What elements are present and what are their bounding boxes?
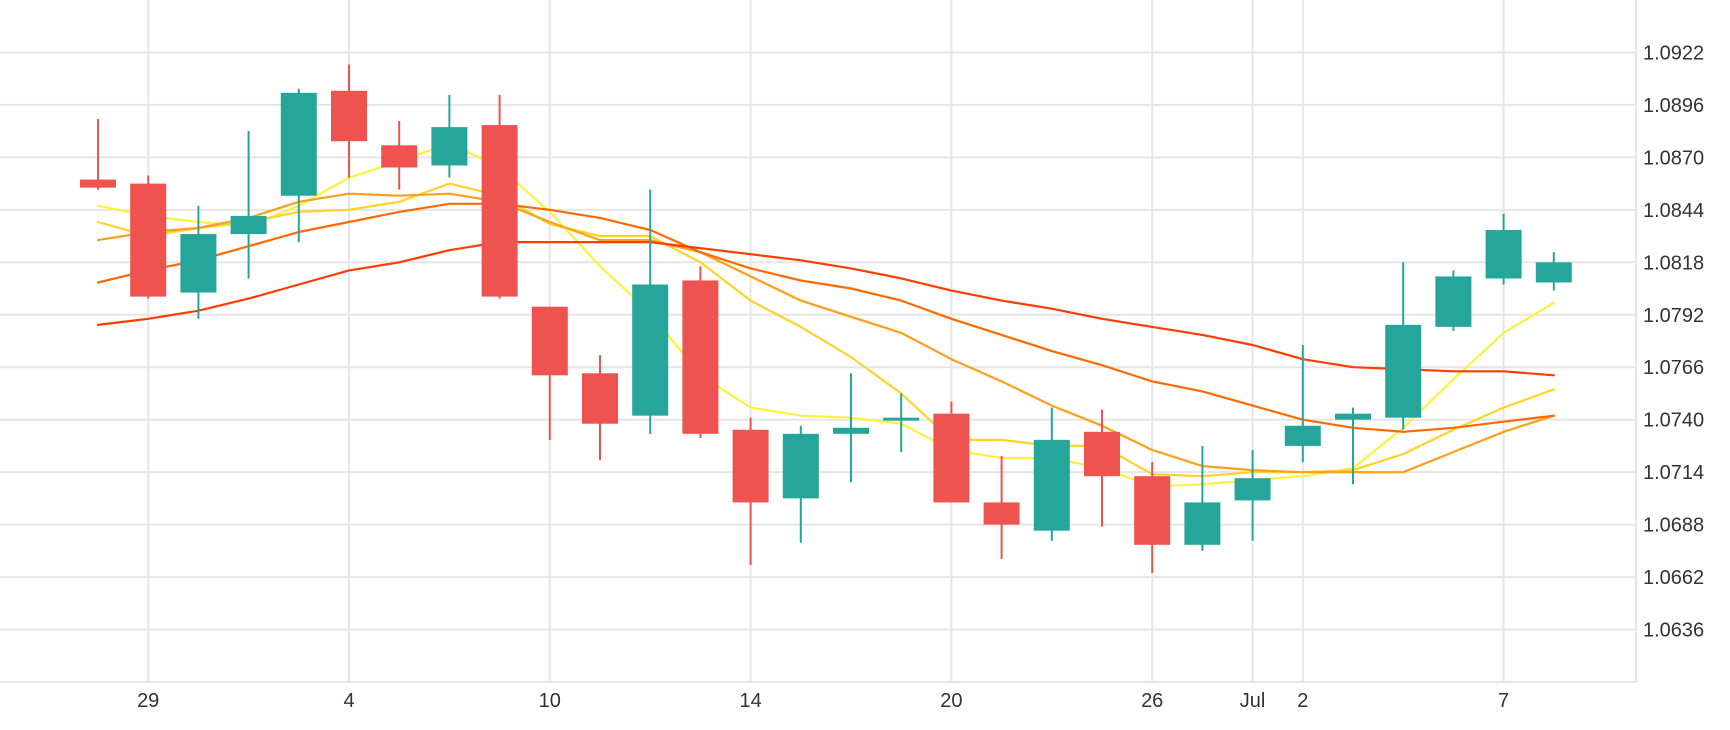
candle-body (883, 417, 920, 421)
candle-7 (381, 121, 418, 190)
candle-body (1485, 230, 1522, 279)
candle-body (782, 433, 819, 499)
candle-body (481, 125, 518, 297)
y-tick-label: 1.0766 (1643, 357, 1704, 379)
x-tick-label: 29 (137, 690, 159, 712)
candle-3 (180, 205, 217, 319)
candle-24 (1234, 449, 1271, 541)
candle-12 (632, 189, 669, 434)
candle-19 (983, 456, 1020, 559)
y-tick-label: 1.0714 (1643, 462, 1704, 484)
candle-body (1033, 439, 1070, 531)
candle-body (180, 234, 217, 293)
candles (80, 64, 1572, 574)
candle-body (1134, 476, 1171, 545)
candle-18 (933, 401, 970, 503)
y-axis-labels: 1.0922 1.0896 1.0870 1.0844 1.0818 1.0792 1.07… (1643, 42, 1704, 641)
candle-27 (1385, 262, 1422, 430)
candle-11 (582, 355, 618, 461)
candle-28 (1435, 270, 1472, 331)
x-tick-label: 4 (343, 690, 354, 712)
candle-26 (1335, 407, 1371, 485)
y-tick-label: 1.0688 (1643, 515, 1704, 537)
y-tick-label: 1.0896 (1643, 95, 1704, 117)
candle-8 (431, 94, 468, 178)
candle-body (1284, 425, 1321, 446)
y-tick-label: 1.0792 (1643, 305, 1704, 327)
x-tick-label: Jul (1240, 690, 1266, 712)
y-tick-label: 1.0922 (1643, 42, 1704, 64)
candle-22 (1134, 462, 1171, 574)
candle-body (632, 284, 669, 416)
candle-body (1084, 431, 1120, 477)
candle-23 (1184, 445, 1221, 551)
x-axis-labels: 29 4 10 14 20 26 Jul 2 7 (137, 690, 1509, 712)
candle-29 (1485, 213, 1522, 285)
y-tick-label: 1.0740 (1643, 410, 1704, 432)
candle-6 (331, 64, 367, 178)
y-tick-label: 1.0636 (1643, 620, 1704, 642)
candle-1 (80, 119, 116, 190)
y-tick-label: 1.0870 (1643, 147, 1704, 169)
candle-body (280, 92, 317, 196)
candle-14 (732, 417, 769, 565)
candle-30 (1535, 252, 1572, 291)
candle-body (1234, 478, 1271, 501)
candle-body (431, 127, 468, 166)
candle-body (130, 183, 167, 297)
candle-body (1435, 276, 1472, 327)
y-tick-label: 1.0844 (1643, 200, 1704, 222)
candle-body (1385, 324, 1422, 418)
plot-frame (0, 0, 1637, 683)
candle-body (682, 280, 719, 434)
candle-body (331, 90, 367, 142)
candle-21 (1084, 409, 1120, 527)
moving-average-line-1 (96, 142, 1555, 488)
candle-body (933, 413, 970, 503)
candle-body (230, 215, 267, 235)
candle-body (732, 429, 769, 503)
candle-2 (130, 175, 167, 299)
candle-13 (682, 266, 719, 438)
candle-body (381, 145, 418, 168)
candle-body (582, 373, 618, 424)
x-tick-label: 2 (1297, 690, 1308, 712)
x-tick-label: 10 (539, 690, 561, 712)
candle-body (833, 427, 869, 434)
candle-body (1535, 262, 1572, 283)
candle-body (80, 179, 116, 188)
candle-body (1335, 413, 1371, 420)
candle-body (983, 502, 1020, 525)
y-tick-label: 1.0818 (1643, 252, 1704, 274)
candle-15 (782, 425, 819, 543)
moving-average-line-3 (96, 192, 1555, 474)
candle-9 (481, 94, 518, 299)
candle-body (1184, 502, 1221, 545)
moving-average-lines (96, 142, 1555, 488)
candle-body (531, 306, 568, 376)
candle-17 (883, 393, 920, 452)
candle-20 (1033, 407, 1070, 541)
candle-16 (833, 373, 869, 483)
candle-10 (531, 306, 568, 440)
y-tick-label: 1.0662 (1643, 567, 1704, 589)
moving-average-line-4 (96, 202, 1555, 433)
x-tick-label: 26 (1141, 690, 1163, 712)
candle-25 (1284, 345, 1321, 463)
candle-5 (280, 88, 317, 243)
candle-4 (230, 131, 267, 279)
x-tick-label: 14 (739, 690, 761, 712)
moving-average-line-5 (96, 241, 1555, 377)
x-tick-label: 7 (1498, 690, 1509, 712)
x-tick-label: 20 (940, 690, 962, 712)
